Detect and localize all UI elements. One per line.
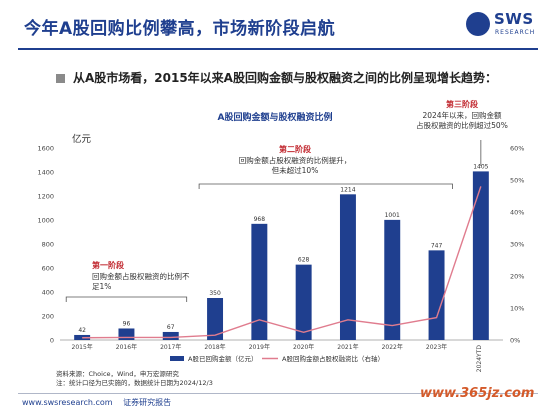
y2-tick-label: 20% [510, 273, 524, 281]
ratio-line [82, 186, 482, 339]
y2-tick-label: 60% [510, 145, 524, 153]
y-tick-label: 600 [42, 265, 54, 273]
x-tick-label: 2018年 [204, 343, 225, 351]
x-tick-label: 2015年 [72, 343, 93, 351]
y2-tick-label: 10% [510, 305, 524, 313]
bar [295, 264, 312, 340]
footer-label: 证券研究报告 [123, 398, 172, 407]
bar-value-label: 747 [431, 242, 443, 249]
bar-value-label: 628 [298, 257, 310, 264]
stage1-annotation-text: 回购金额占股权融资的比例不 [92, 271, 190, 281]
page-title: 今年A股回购比例攀高，市场新阶段启航 [24, 19, 336, 39]
source-note: 资料来源：Choice，Wind，申万宏源研究 [56, 370, 179, 378]
bar-value-label: 67 [167, 324, 175, 331]
legend-bar-label: A股已回购金额（亿元） [188, 354, 257, 363]
y2-tick-label: 0% [510, 337, 520, 345]
logo-subtext: RESEARCH [495, 29, 536, 36]
watermark: www.365jz.com [420, 386, 535, 401]
bar [118, 328, 135, 340]
bar-value-label: 96 [123, 320, 131, 327]
y2-tick-label: 50% [510, 177, 524, 185]
x-tick-label: 2023年 [426, 343, 447, 351]
stage2-annotation-text: 但未超过10% [272, 165, 319, 175]
date-note: 注：统计口径为已实施的，数据统计日期为2024/12/3 [56, 379, 213, 387]
bar [251, 223, 268, 340]
stage1-annotation-text: 足1% [92, 282, 111, 291]
stage2-annotation-heading: 第二阶段 [279, 144, 311, 154]
y2-tick-label: 40% [510, 209, 524, 217]
logo-globe-icon [466, 12, 490, 36]
y-tick-label: 800 [42, 241, 54, 249]
footer-text: www.swsresearch.com 证券研究报告 [22, 397, 171, 408]
stage3-annotation-heading: 第三阶段 [446, 99, 478, 109]
footer-divider [18, 393, 538, 394]
x-tick-label: 2020年 [293, 343, 314, 351]
stage2-annotation-text: 回购金额占股权融资的比例提升， [239, 155, 352, 165]
legend-line-label: A股回购金额占股权融资比（右轴） [282, 354, 384, 363]
y2-tick-label: 30% [510, 241, 524, 249]
y-tick-label: 1600 [37, 145, 54, 153]
y-tick-label: 1200 [37, 193, 54, 201]
bar-value-label: 1214 [340, 186, 355, 193]
y-tick-label: 1000 [37, 217, 54, 225]
stage3-annotation-text: 占股权融资的比例超过50% [416, 120, 508, 130]
legend-bar-swatch [170, 356, 184, 361]
x-tick-label: 2024YTD [476, 345, 483, 373]
title-divider [18, 48, 538, 50]
y-tick-label: 200 [42, 313, 54, 321]
bar-value-label: 350 [209, 290, 221, 297]
sws-logo: SWS RESEARCH [466, 10, 540, 42]
bar [162, 331, 179, 340]
stage1-bracket [65, 296, 188, 302]
bullet-text: 从A股市场看，2015年以来A股回购金额与股权融资之间的比例呈现增长趋势： [73, 71, 497, 85]
square-bullet-icon [56, 74, 65, 83]
y-tick-label: 1400 [37, 169, 54, 177]
y-axis-unit: 亿元 [72, 134, 92, 145]
x-tick-label: 2022年 [382, 343, 403, 351]
bar-value-label: 1001 [385, 212, 400, 219]
stage2-bracket [198, 183, 453, 189]
x-tick-label: 2016年 [116, 343, 137, 351]
x-tick-label: 2017年 [160, 343, 181, 351]
bar-value-label: 968 [254, 216, 266, 223]
bar [428, 250, 445, 340]
stage3-annotation-text: 2024年以来，回购金额 [422, 110, 502, 120]
y-tick-label: 0 [50, 337, 54, 345]
stage1-annotation-heading: 第一阶段 [92, 260, 124, 270]
header-bar: 今年A股回购比例攀高，市场新阶段启航 SWS RESEARCH [0, 0, 550, 55]
bar-value-label: 1405 [473, 163, 488, 170]
bar [339, 194, 356, 340]
x-tick-label: 2021年 [337, 343, 358, 351]
x-tick-label: 2019年 [249, 343, 270, 351]
bar [207, 298, 224, 340]
bar-value-label: 42 [78, 327, 86, 334]
y-tick-label: 400 [42, 289, 54, 297]
logo-text: SWS [494, 10, 534, 28]
bar [472, 171, 489, 340]
chart-title: A股回购金额与股权融资比例 [217, 113, 333, 123]
footer-url[interactable]: www.swsresearch.com [22, 398, 113, 407]
bar [384, 219, 401, 340]
